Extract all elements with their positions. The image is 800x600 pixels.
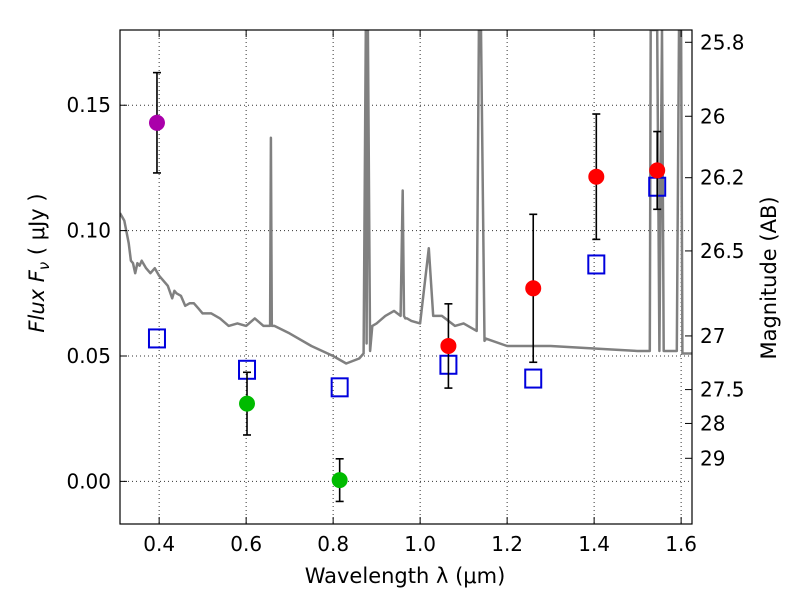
y-axis-label-main: Flux F — [25, 269, 49, 332]
observed-point — [440, 337, 457, 354]
observed-point — [239, 395, 256, 412]
y-tick-label: 0.10 — [66, 219, 111, 243]
x-tick-label: 1.4 — [578, 532, 610, 556]
plot-area — [120, 30, 692, 503]
x-tick-label: 1.0 — [404, 532, 436, 556]
x-tick-label: 0.6 — [230, 532, 262, 556]
model-photometry-square — [330, 377, 349, 398]
right-axis-label: Magnitude (AB) — [757, 196, 781, 359]
observed-point — [148, 114, 165, 131]
model-spectrum-line — [120, 30, 692, 365]
right-tick-label: 26.2 — [700, 166, 745, 190]
model-photometry-square — [587, 254, 606, 275]
x-axis-label: Wavelength λ (μm) — [305, 564, 506, 588]
y-tick-label: 0.15 — [66, 93, 111, 117]
plot-frame — [119, 29, 693, 525]
right-tick-label: 28 — [700, 411, 725, 435]
y-tick-label: 0.05 — [66, 344, 111, 368]
x-tick-label: 0.4 — [143, 532, 175, 556]
right-tick-label: 27 — [700, 324, 725, 348]
right-tick-label: 26 — [700, 104, 725, 128]
observed-point — [649, 162, 666, 179]
y-tick-label: 0.00 — [66, 469, 111, 493]
x-tick-label: 0.8 — [317, 532, 349, 556]
right-tick-label: 27.5 — [700, 378, 745, 402]
right-tick-label: 25.8 — [700, 30, 745, 54]
axes: 0.4 0.6 0.8 1.0 1.2 1.4 1.6 0.00 0.05 0.10 0.15 25.… — [66, 29, 745, 556]
observed-point — [331, 472, 348, 489]
y-axis-label-unit: ( μJy ) — [25, 193, 49, 261]
x-tick-label: 1.2 — [491, 532, 523, 556]
observed-point — [525, 280, 542, 297]
model-photometry-square — [524, 368, 543, 389]
y-axis-label-sub: ν — [35, 262, 53, 270]
x-tick-label: 1.6 — [665, 532, 697, 556]
right-tick-label: 29 — [700, 446, 725, 470]
observed-point — [588, 168, 605, 185]
grid-lines — [120, 30, 692, 524]
y-axis-label: Flux Fν ( μJy ) — [25, 193, 53, 332]
right-tick-label: 26.5 — [700, 239, 745, 263]
model-photometry-square — [147, 328, 166, 349]
